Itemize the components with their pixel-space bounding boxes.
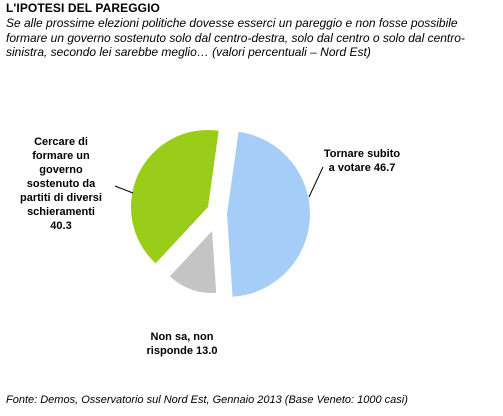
slice-label-line: Cercare di <box>34 136 88 148</box>
slice-label-line: Tornare subito <box>323 148 401 160</box>
slice-label-line: risponde 13.0 <box>146 345 218 357</box>
source-note: Fonte: Demos, Osservatorio sul Nord Est,… <box>6 394 408 406</box>
slice-label-non-sa: Non sa, non risponde 13.0 <box>127 330 237 358</box>
slice-tornare <box>227 131 311 297</box>
slice-label-line: schieramenti <box>27 206 95 218</box>
slice-label-cercare: Cercare di formare un governo sostenuto da p… <box>2 135 120 233</box>
slice-label-line: 40.3 <box>50 220 72 232</box>
slice-label-line: sostenuto da <box>26 178 96 190</box>
slice-label-line: formare un <box>32 150 90 162</box>
slice-label-line: Non sa, non <box>150 331 214 343</box>
slice-label-line: governo <box>39 164 83 176</box>
slice-cercare <box>130 129 219 264</box>
leader-line-cercare <box>114 185 134 194</box>
slice-non-sa <box>169 231 217 294</box>
chart-subtitle: Se alle prossime elezioni politiche dove… <box>6 16 465 59</box>
slice-label-line: a votare 46.7 <box>328 162 396 174</box>
leader-line-tornare <box>308 166 324 198</box>
slice-label-tornare: Tornare subito a votare 46.7 <box>312 147 412 175</box>
chart-title: L'IPOTESI DEL PAREGGIO <box>6 1 160 15</box>
slice-label-line: partiti di diversi <box>20 192 102 204</box>
